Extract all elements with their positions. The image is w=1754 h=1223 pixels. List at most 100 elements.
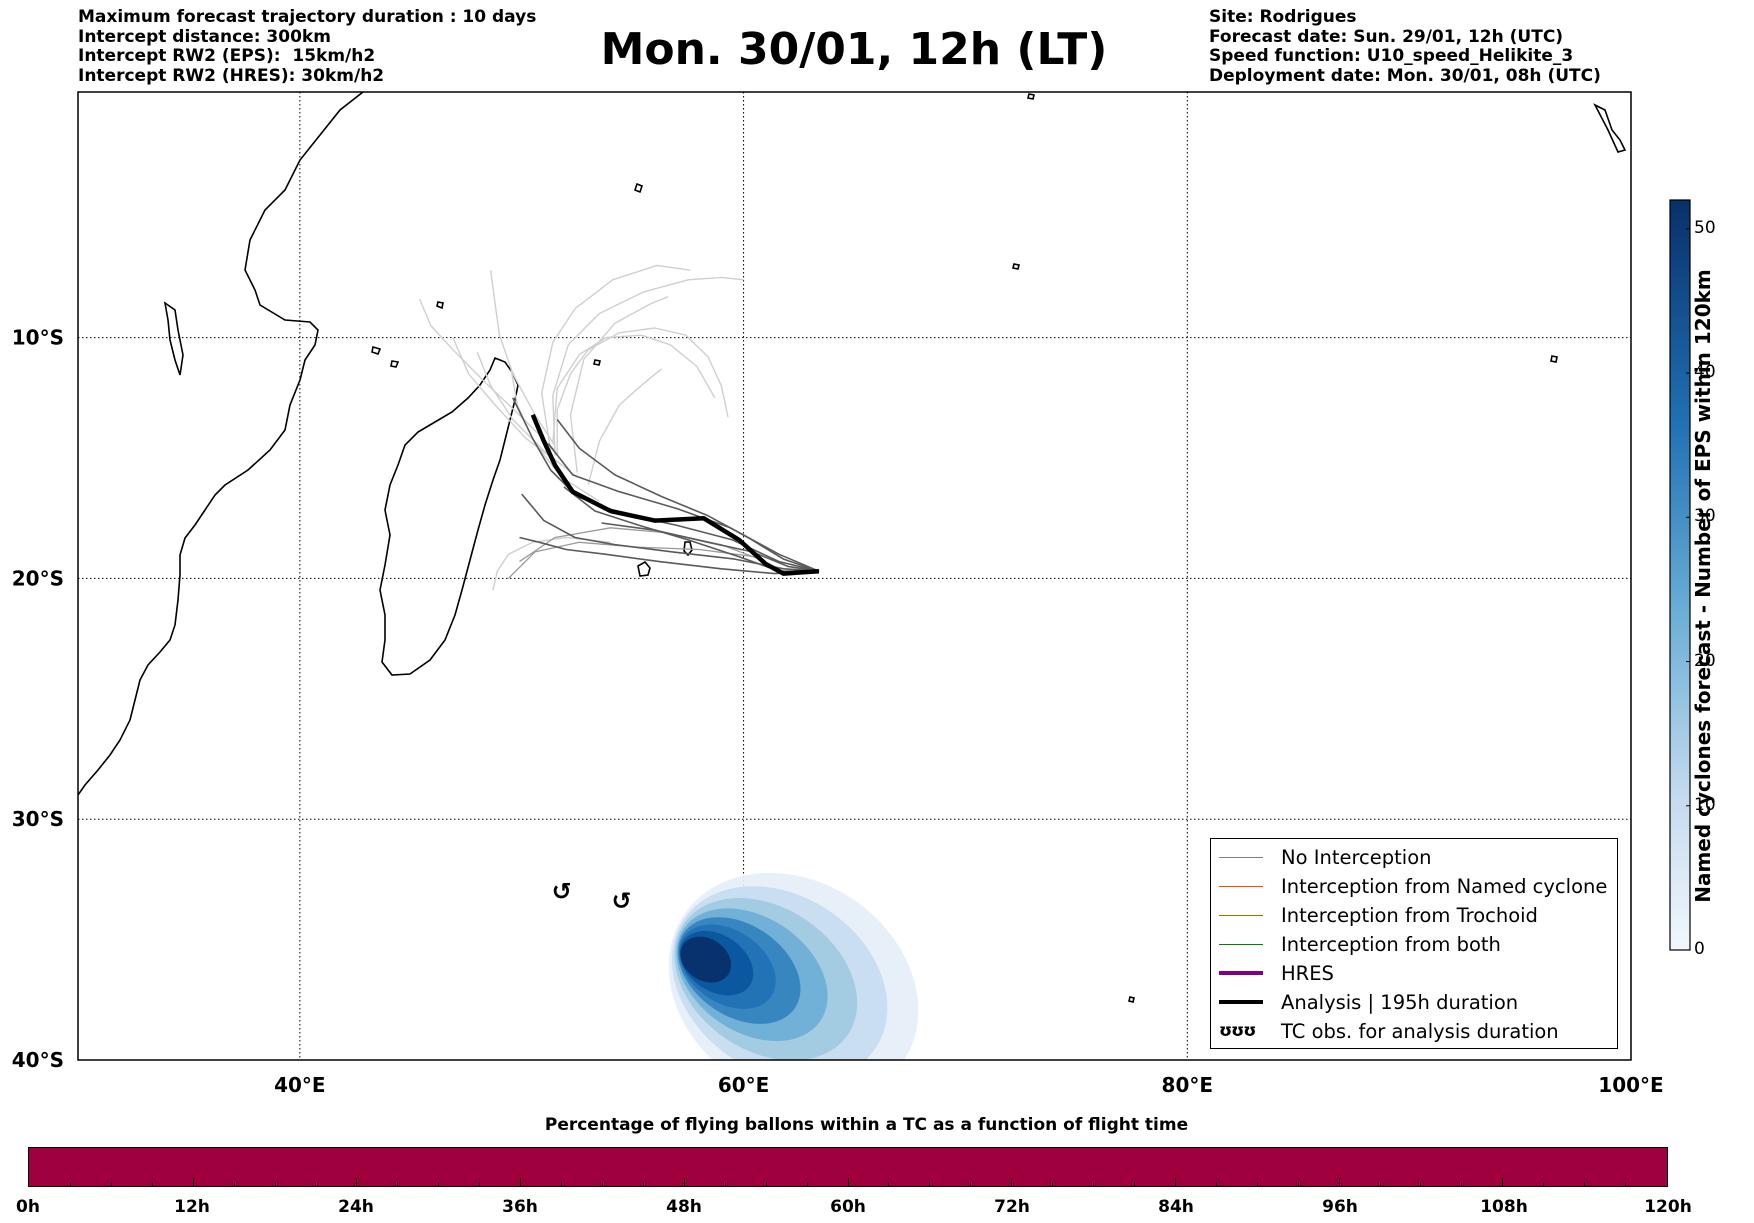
legend-label: TC obs. for analysis duration xyxy=(1281,1019,1559,1043)
flight-time-minor-tick xyxy=(642,1182,644,1186)
flight-time-minor-tick xyxy=(888,1182,890,1186)
legend-swatch xyxy=(1219,885,1263,887)
gridlines xyxy=(78,92,1631,1060)
flight-time-bar-title: Percentage of flying ballons within a TC… xyxy=(544,1115,1189,1135)
flight-time-tick-label: 120h xyxy=(1644,1197,1692,1217)
eps-density-heatmap xyxy=(668,872,919,1060)
eps-track xyxy=(541,264,691,451)
colorbar-tick-label: 0 xyxy=(1694,939,1705,959)
legend-swatch xyxy=(1219,914,1263,916)
flight-time-minor-tick xyxy=(1379,1182,1381,1186)
flight-time-minor-tick xyxy=(1625,1182,1627,1186)
colorbar-tick-label: 30 xyxy=(1694,506,1716,527)
header-left-line: Intercept RW2 (HRES): 30km/h2 xyxy=(78,65,385,86)
tc-obs-symbol: ↺ xyxy=(552,877,572,905)
colorbar-tick-label: 40 xyxy=(1694,362,1716,383)
flight-time-tick-label: 12h xyxy=(174,1197,210,1217)
flight-time-minor-tick xyxy=(438,1182,440,1186)
flight-time-minor-tick xyxy=(479,1182,481,1186)
island-comoros xyxy=(371,345,400,368)
flight-time-minor-tick xyxy=(1543,1182,1545,1186)
coastline-madagascar xyxy=(379,356,519,676)
legend-label: Interception from both xyxy=(1281,932,1501,956)
legend-item: HRES xyxy=(1219,959,1334,987)
legend-swatch xyxy=(1219,1000,1263,1004)
eps-track xyxy=(547,443,820,572)
flight-time-minor-tick xyxy=(724,1182,726,1186)
flight-time-minor-tick xyxy=(1174,1178,1176,1186)
legend-item: Interception from Trochoid xyxy=(1219,901,1538,929)
analysis-track xyxy=(530,413,820,576)
flight-time-tick-label: 36h xyxy=(502,1197,538,1217)
header-right-line: Deployment date: Mon. 30/01, 08h (UTC) xyxy=(1209,65,1601,86)
flight-time-minor-tick xyxy=(110,1182,112,1186)
header-right-line: Forecast date: Sun. 29/01, 12h (UTC) xyxy=(1209,26,1564,47)
flight-time-minor-tick xyxy=(520,1178,522,1186)
flight-time-minor-tick xyxy=(233,1182,235,1186)
colorbar-tick-label: 20 xyxy=(1694,650,1716,671)
eps-track xyxy=(519,536,820,575)
chart-title: Mon. 30/01, 12h (LT) xyxy=(600,24,1108,75)
y-tick-label: 30°S xyxy=(12,807,64,831)
eps-track xyxy=(552,276,744,456)
legend-label: HRES xyxy=(1281,961,1334,985)
eps-track xyxy=(556,419,820,572)
flight-time-tick-label: 72h xyxy=(994,1197,1030,1217)
flight-time-minor-tick xyxy=(69,1182,71,1186)
legend-item: Interception from Named cyclone xyxy=(1219,872,1607,900)
flight-time-minor-tick xyxy=(397,1182,399,1186)
flight-time-minor-tick xyxy=(356,1178,358,1186)
island-lake xyxy=(163,301,184,376)
legend-label: Interception from Trochoid xyxy=(1281,903,1538,927)
coastline-africa xyxy=(78,92,364,796)
x-tick-label: 80°E xyxy=(1162,1073,1214,1097)
legend-label: Analysis | 195h duration xyxy=(1281,990,1519,1014)
colorbar-tick-label: 50 xyxy=(1694,217,1716,238)
eps-trajectories xyxy=(419,264,820,591)
flight-time-minor-tick xyxy=(1584,1182,1586,1186)
density-contour xyxy=(680,936,731,983)
eps-track xyxy=(476,351,578,478)
flight-time-tick-label: 108h xyxy=(1480,1197,1528,1217)
legend-swatch xyxy=(1219,971,1263,975)
x-tick-label: 40°E xyxy=(274,1073,326,1097)
flight-time-minor-tick xyxy=(561,1182,563,1186)
flight-time-tick-label: 24h xyxy=(338,1197,374,1217)
legend-item: No Interception xyxy=(1219,843,1432,871)
eps-track xyxy=(492,536,611,591)
legend-label: No Interception xyxy=(1281,845,1432,869)
flight-time-tick-label: 0h xyxy=(16,1197,40,1217)
y-tick-label: 40°S xyxy=(12,1048,64,1072)
flight-time-minor-tick xyxy=(1256,1182,1258,1186)
tc-obs-symbol: ↺ xyxy=(611,887,631,915)
flight-time-tick-label: 96h xyxy=(1322,1197,1358,1217)
legend: No Interception Interception from Named c… xyxy=(1210,838,1618,1049)
eps-track xyxy=(512,397,820,572)
eps-track xyxy=(587,368,662,485)
flight-time-minor-tick xyxy=(1502,1178,1504,1186)
flight-time-minor-tick xyxy=(1461,1182,1463,1186)
flight-time-minor-tick xyxy=(274,1182,276,1186)
colorbar xyxy=(1669,199,1691,951)
eps-track xyxy=(419,298,556,452)
colorbar-label: Named cyclones forecast - Number of EPS … xyxy=(1691,269,1715,903)
x-tick-label: 60°E xyxy=(718,1073,770,1097)
flight-time-minor-tick xyxy=(192,1178,194,1186)
flight-time-minor-tick xyxy=(1338,1178,1340,1186)
flight-time-minor-tick xyxy=(970,1182,972,1186)
trajectory-map: ↺ ↺ 40°E 60°E 80°E 100°E10°S20°S30°S40°S xyxy=(12,91,1691,1097)
legend-item: ʊʊʊ TC obs. for analysis duration xyxy=(1219,1017,1559,1045)
flight-time-minor-tick xyxy=(765,1182,767,1186)
flight-time-tick-label: 48h xyxy=(666,1197,702,1217)
eps-track xyxy=(507,541,755,579)
island-small xyxy=(436,93,1627,1003)
coastlines xyxy=(78,92,1627,1003)
island-reunion xyxy=(637,560,651,577)
tc-observations: ↺ ↺ xyxy=(552,877,632,915)
flight-time-minor-tick xyxy=(847,1178,849,1186)
plot-frame xyxy=(77,91,1632,1061)
y-tick-label: 10°S xyxy=(12,326,64,350)
header-right-line: Site: Rodrigues xyxy=(1209,7,1357,27)
header-left-line: Maximum forecast trajectory duration : 1… xyxy=(78,7,537,27)
eps-track xyxy=(490,270,556,447)
